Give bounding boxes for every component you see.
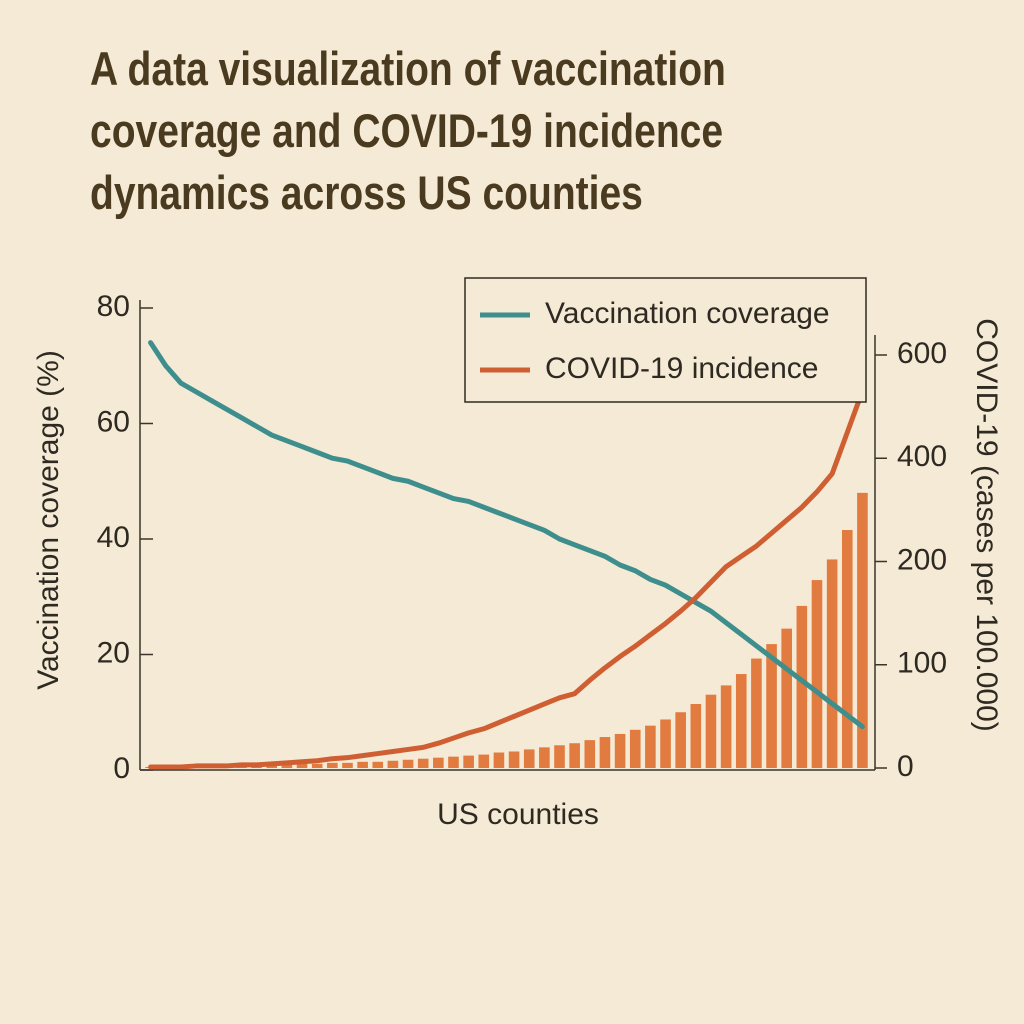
- bar: [523, 749, 535, 768]
- bar: [826, 559, 838, 768]
- bar: [296, 763, 308, 768]
- bar: [751, 658, 762, 768]
- y-tick-label: 80: [97, 290, 130, 323]
- bar: [508, 751, 520, 768]
- y2-tick-label: 200: [897, 543, 947, 576]
- bar: [342, 762, 353, 768]
- y2-tick-label: 100: [897, 647, 947, 680]
- bar: [720, 685, 732, 768]
- y-axis-label: Vaccination coverage (%): [32, 350, 65, 690]
- bar: [811, 580, 823, 768]
- bar: [266, 764, 278, 768]
- bar: [781, 628, 792, 768]
- y2-axis-label: COVID-19 (cases per 100.000): [970, 318, 1003, 732]
- bar: [327, 762, 338, 768]
- bar: [766, 644, 777, 768]
- bar: [478, 754, 490, 768]
- bar: [463, 755, 474, 768]
- bar: [660, 719, 671, 768]
- bar: [857, 492, 868, 768]
- bar: [584, 740, 596, 768]
- bar: [417, 758, 429, 768]
- bar: [402, 759, 414, 768]
- y2-tick-label: 0: [897, 750, 914, 783]
- bar: [690, 703, 702, 768]
- bar: [599, 737, 611, 768]
- bar: [796, 605, 808, 768]
- bar: [629, 729, 641, 768]
- bar: [841, 530, 853, 768]
- y-tick-label: 40: [97, 521, 130, 554]
- y2-tick-label: 600: [897, 337, 947, 370]
- bar: [554, 745, 565, 768]
- bar: [281, 764, 293, 768]
- line: [148, 340, 865, 730]
- bar: [311, 763, 323, 768]
- x-axis-label: US counties: [437, 798, 599, 831]
- legend-label: Vaccination coverage: [545, 297, 830, 330]
- bar: [569, 743, 580, 768]
- y2-tick-label: 400: [897, 440, 947, 473]
- bar: [735, 674, 747, 768]
- chart-title: A data visualization of vaccination cove…: [90, 42, 726, 219]
- bar: [372, 761, 384, 768]
- legend-box: [464, 277, 867, 403]
- bar: [433, 757, 444, 768]
- bar: [357, 761, 368, 768]
- bar: [387, 760, 399, 768]
- bar: [705, 694, 717, 768]
- bar: [539, 747, 550, 768]
- y-tick-label: 20: [97, 636, 130, 669]
- bar: [614, 733, 626, 768]
- bar: [675, 712, 686, 768]
- line: [148, 388, 865, 770]
- legend-label: COVID-19 incidence: [545, 352, 818, 385]
- bar: [645, 725, 656, 768]
- bar: [448, 756, 459, 768]
- y-tick-label: 0: [113, 752, 130, 785]
- bar: [493, 752, 505, 768]
- y-tick-label: 60: [97, 405, 130, 438]
